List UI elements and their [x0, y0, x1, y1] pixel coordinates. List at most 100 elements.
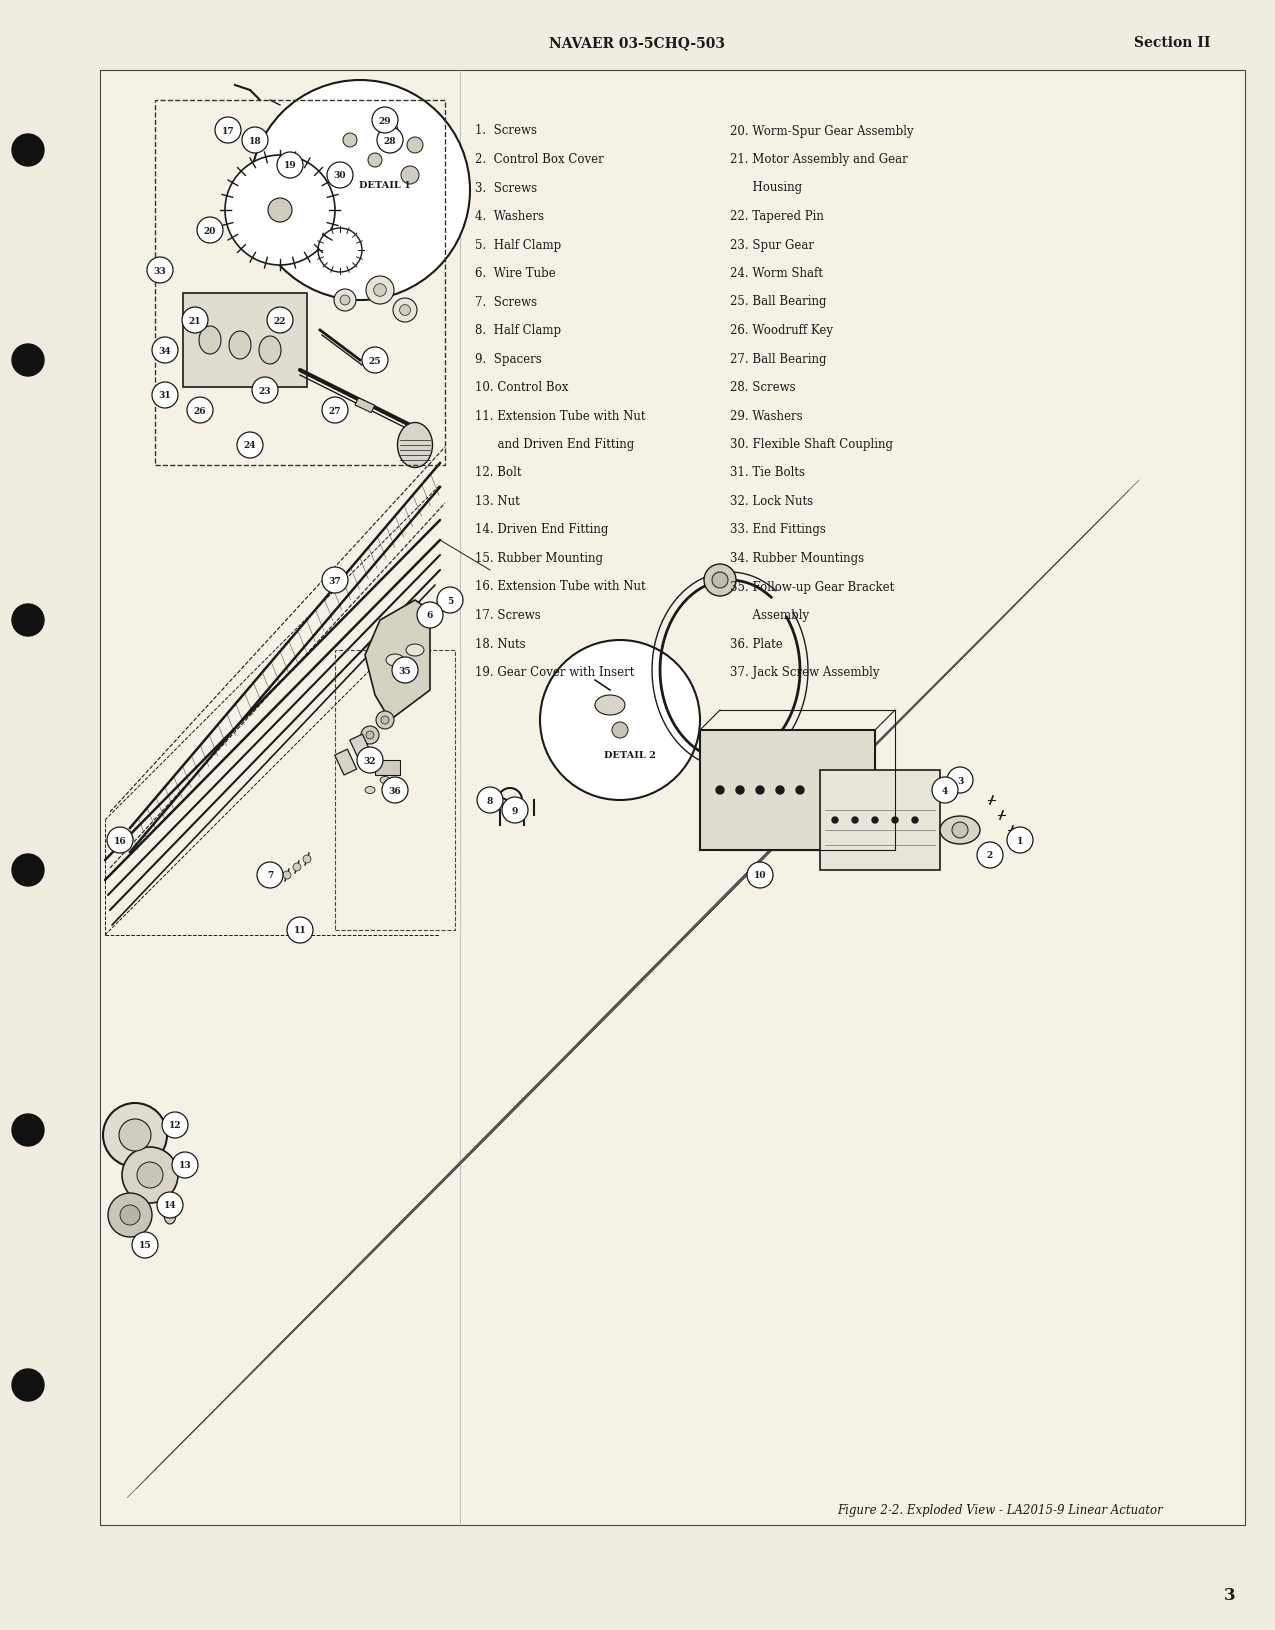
Circle shape [366, 732, 374, 740]
Text: 20. Worm-Spur Gear Assembly: 20. Worm-Spur Gear Assembly [731, 124, 914, 137]
Text: 10. Control Box: 10. Control Box [476, 381, 569, 394]
Circle shape [343, 134, 357, 148]
Circle shape [323, 398, 348, 424]
Text: 15. Rubber Mounting: 15. Rubber Mounting [476, 551, 603, 564]
Circle shape [340, 297, 349, 306]
Text: 22. Tapered Pin: 22. Tapered Pin [731, 210, 824, 223]
Ellipse shape [940, 817, 980, 844]
Text: 25: 25 [368, 357, 381, 365]
Text: NAVAER 03-5CHQ-503: NAVAER 03-5CHQ-503 [550, 36, 725, 51]
Circle shape [776, 787, 784, 794]
Circle shape [136, 1162, 163, 1188]
Circle shape [237, 432, 263, 458]
Text: 10: 10 [754, 870, 766, 880]
Text: 3.  Screws: 3. Screws [476, 181, 537, 194]
Circle shape [407, 139, 423, 153]
Bar [99, 72, 1244, 1526]
Text: 7: 7 [266, 870, 273, 880]
Circle shape [366, 277, 394, 305]
Bar [156, 101, 445, 466]
Circle shape [417, 603, 442, 629]
Circle shape [399, 305, 411, 316]
FancyBboxPatch shape [184, 293, 307, 388]
Circle shape [747, 862, 773, 888]
Circle shape [317, 228, 362, 272]
Circle shape [357, 748, 382, 774]
Bar [820, 771, 940, 870]
Circle shape [103, 1104, 167, 1167]
Text: 24. Worm Shaft: 24. Worm Shaft [731, 267, 822, 280]
Polygon shape [365, 600, 430, 720]
Circle shape [541, 641, 700, 800]
Text: 4.  Washers: 4. Washers [476, 210, 544, 223]
Text: 19: 19 [283, 161, 296, 171]
Bar [335, 750, 357, 776]
Circle shape [477, 787, 504, 813]
Circle shape [198, 218, 223, 244]
Text: 15: 15 [139, 1240, 152, 1250]
Circle shape [977, 843, 1003, 869]
Bar [349, 735, 372, 761]
Circle shape [11, 854, 45, 887]
Circle shape [283, 872, 291, 880]
Text: 11. Extension Tube with Nut: 11. Extension Tube with Nut [476, 409, 645, 422]
Text: 33: 33 [153, 266, 166, 275]
Text: 34: 34 [158, 346, 171, 355]
Circle shape [381, 717, 389, 725]
Circle shape [224, 156, 335, 266]
Circle shape [361, 727, 379, 745]
Text: 9: 9 [511, 805, 518, 815]
Text: and Driven End Fitting: and Driven End Fitting [476, 438, 634, 452]
Circle shape [252, 378, 278, 404]
Circle shape [932, 778, 958, 804]
Circle shape [912, 818, 918, 823]
Bar [354, 398, 375, 414]
Text: 34. Rubber Mountings: 34. Rubber Mountings [731, 551, 864, 564]
Circle shape [250, 82, 470, 302]
Circle shape [374, 285, 386, 297]
Text: 17. Screws: 17. Screws [476, 608, 541, 621]
Text: 18. Nuts: 18. Nuts [476, 637, 525, 650]
Circle shape [122, 1148, 179, 1203]
Text: 28. Screws: 28. Screws [731, 381, 796, 394]
Text: 12. Bolt: 12. Bolt [476, 466, 521, 479]
Text: 12: 12 [168, 1121, 181, 1130]
Circle shape [393, 298, 417, 323]
Circle shape [293, 864, 301, 872]
Text: 4: 4 [942, 786, 949, 795]
Circle shape [334, 290, 356, 311]
Circle shape [796, 787, 805, 794]
Ellipse shape [380, 778, 390, 784]
Text: 6: 6 [427, 611, 434, 619]
Text: Assembly: Assembly [731, 608, 810, 621]
Text: 21. Motor Assembly and Gear: 21. Motor Assembly and Gear [731, 153, 908, 166]
Text: 25. Ball Bearing: 25. Ball Bearing [731, 295, 826, 308]
Circle shape [108, 1193, 152, 1237]
Ellipse shape [365, 787, 375, 794]
Text: 22: 22 [274, 316, 287, 326]
Text: 32: 32 [363, 756, 376, 764]
Ellipse shape [230, 333, 251, 360]
Text: DETAIL 2: DETAIL 2 [604, 751, 655, 760]
Circle shape [187, 398, 213, 424]
Text: 14. Driven End Fitting: 14. Driven End Fitting [476, 523, 608, 536]
Text: 5: 5 [446, 597, 453, 605]
Circle shape [376, 712, 394, 730]
Circle shape [133, 1232, 158, 1258]
Text: 27. Ball Bearing: 27. Ball Bearing [731, 352, 826, 365]
Text: 2: 2 [987, 851, 993, 861]
Text: 13. Nut: 13. Nut [476, 494, 520, 507]
Bar [700, 730, 875, 851]
Circle shape [215, 117, 241, 143]
Text: 23. Spur Gear: 23. Spur Gear [731, 238, 813, 251]
Circle shape [852, 818, 858, 823]
Text: 33. End Fittings: 33. End Fittings [731, 523, 826, 536]
Circle shape [1007, 828, 1033, 854]
Text: 9.  Spacers: 9. Spacers [476, 352, 542, 365]
Text: 31: 31 [158, 391, 171, 401]
Circle shape [756, 787, 764, 794]
Text: 36: 36 [389, 786, 402, 795]
Circle shape [711, 572, 728, 588]
Text: 1.  Screws: 1. Screws [476, 124, 537, 137]
Text: 28: 28 [384, 137, 397, 145]
